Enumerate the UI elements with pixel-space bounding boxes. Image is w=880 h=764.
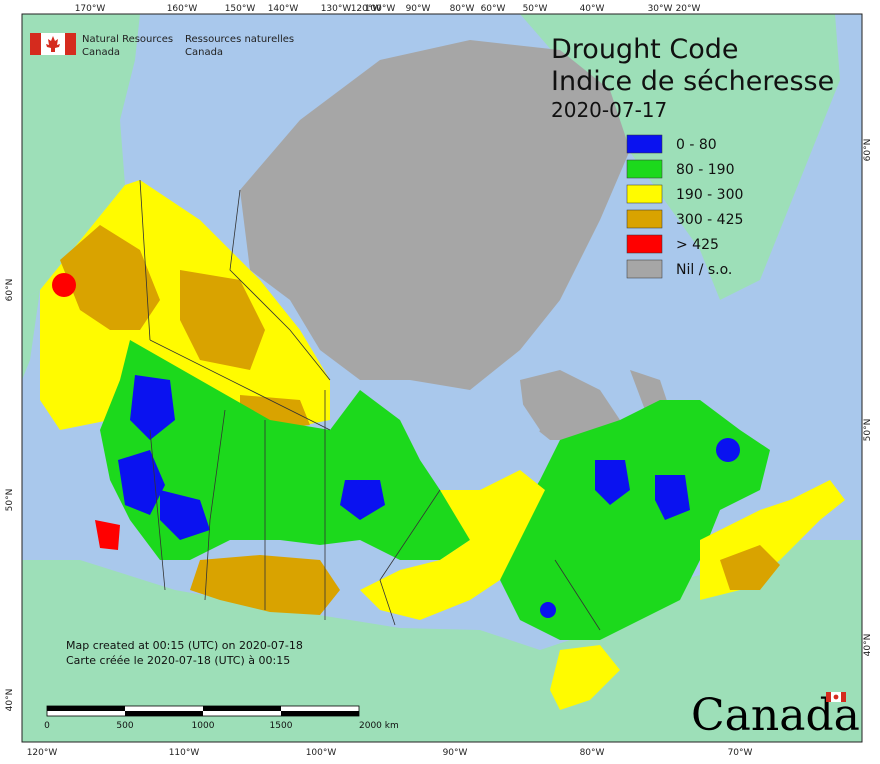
region-0-80-manitoba [340,480,385,520]
graticule-right-labels: 60°N 50°N 40°N [863,139,873,657]
legend-label: 190 - 300 [676,187,743,203]
graticule-label-right: 60°N [863,139,873,162]
usa-land [22,540,862,742]
hudson-bay [400,390,540,490]
graticule-label-top: 100°W [365,4,396,14]
scale-bar-label: 0 [44,721,50,731]
graticule-label-top: 120°W [351,4,382,14]
region-0-80-alberta [160,490,210,540]
region-0-80-quebec-2 [655,475,690,520]
legend-label: 300 - 425 [676,212,743,228]
legend-swatch [626,209,663,229]
graticule-label-top: 30°W [648,4,673,14]
graticule-label-left: 50°N [5,489,15,512]
map-title-fr: Indice de sécheresse [551,66,834,97]
credit-en: Map created at 00:15 (UTC) on 2020-07-18 [66,639,303,652]
credit-fr: Carte créée le 2020-07-18 (UTC) à 00:15 [66,654,290,667]
legend-label: Nil / s.o. [676,262,732,278]
graticule-label-top: 50°W [523,4,548,14]
graticule-label-top: 60°W [481,4,506,14]
legend-label: 0 - 80 [676,137,717,153]
graticule-label-bottom: 70°W [728,748,753,758]
region-425-yukon [52,273,76,297]
graticule-label-right: 40°N [863,634,873,657]
alaska-panhandle [22,290,40,380]
graticule-label-bottom: 80°W [580,748,605,758]
arctic-nodata-region [240,40,630,390]
graticule-label-bottom: 90°W [443,748,468,758]
map-date: 2020-07-17 [551,98,667,122]
provincial-borders [139,179,601,631]
graticule-label-top: 40°W [580,4,605,14]
legend-swatch [626,234,663,254]
graticule-label-top: 160°W [167,4,198,14]
graticule-label-top: 130°W [321,4,352,14]
graticule-bottom-labels: 120°W 110°W 100°W 90°W 80°W 70°W [27,748,753,758]
scale-bar-label: 1500 [270,721,293,731]
legend-swatch [626,134,663,154]
government-signature: Natural Resources Canada Ressources natu… [30,33,294,58]
region-0-80-ontario [540,602,556,618]
agency-fr-line1: Ressources naturelles [185,34,294,45]
legend-swatch [626,184,663,204]
canada-wordmark: Canada [691,690,860,741]
region-0-80-quebec-1 [595,460,630,505]
region-300-425-yukon [60,225,160,330]
legend-label: 80 - 190 [676,162,735,178]
agency-en-line1: Natural Resources [82,34,173,45]
graticule-label-bottom: 110°W [169,748,200,758]
region-300-425-east [720,545,780,590]
graticule-label-left: 60°N [5,279,15,302]
scale-bar-label: 500 [116,721,133,731]
agency-en-line2: Canada [82,47,120,58]
hudson-bay-shore-nodata [520,370,620,440]
legend-label: > 425 [676,237,719,253]
region-0-80-labrador [716,438,740,462]
agency-fr-line2: Canada [185,47,223,58]
graticule-label-top: 150°W [225,4,256,14]
region-425-bc [95,520,120,550]
map-title-en: Drought Code [551,34,738,65]
graticule-label-left: 40°N [5,689,15,712]
region-190-300-ontario [360,470,545,620]
scale-bar-label: 1000 [192,721,215,731]
graticule-label-top: 90°W [406,4,431,14]
legend-swatch [626,159,663,179]
graticule-label-top: 140°W [268,4,299,14]
graticule-label-bottom: 120°W [27,748,58,758]
graticule-label-top: 20°W [676,4,701,14]
scale-bar-label: 2000 km [359,721,399,731]
graticule-label-top: 170°W [75,4,106,14]
scale-bar: 0 500 1000 1500 2000 km [44,705,399,731]
graticule-label-right: 50°N [863,419,873,442]
region-0-80-nwt [130,375,175,440]
alaska-land [22,14,140,300]
legend: 0 - 80 80 - 190 190 - 300 300 - 425 > 425 Nil… [626,134,743,279]
region-190-300-south-on [550,645,620,710]
graticule-label-top: 80°W [450,4,475,14]
graticule-label-bottom: 100°W [306,748,337,758]
legend-swatch [626,259,663,279]
graticule-left-labels: 60°N 50°N 40°N [5,279,15,712]
region-300-425-nwt [180,270,265,370]
